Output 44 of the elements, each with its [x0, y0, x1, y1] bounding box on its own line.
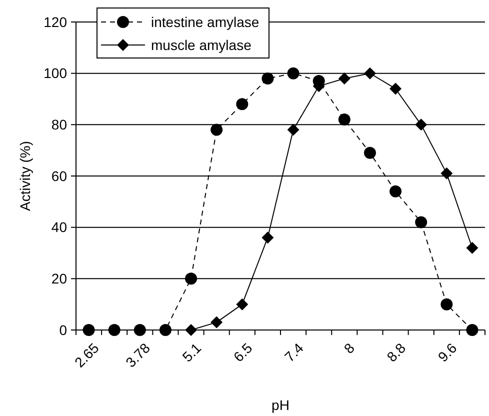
legend-label: muscle amylase [151, 36, 252, 53]
y-tick-label: 60 [51, 168, 68, 184]
x-tick-label: 9.6 [434, 340, 460, 365]
point [415, 216, 428, 228]
legend-label: intestine amylase [151, 14, 260, 30]
point [287, 124, 300, 136]
point [390, 82, 402, 95]
point [134, 324, 146, 336]
point [390, 185, 402, 198]
x-axis-title: pH [272, 397, 290, 413]
point [210, 316, 223, 328]
point [262, 72, 274, 84]
point [466, 242, 478, 254]
point [210, 124, 223, 136]
point [287, 67, 300, 80]
x-tick-label: 8 [340, 340, 358, 357]
point [338, 72, 350, 84]
y-tick-label: 20 [51, 270, 68, 287]
point [440, 298, 453, 310]
x-tick-label: 3.78 [122, 340, 154, 370]
point [364, 67, 376, 80]
x-tick-label: 8.8 [384, 340, 409, 365]
point [440, 167, 453, 180]
point [338, 114, 350, 126]
point [415, 118, 428, 131]
x-tick-label: 5.1 [179, 340, 204, 365]
point [108, 324, 120, 336]
x-tick-label: 6.5 [230, 340, 256, 365]
y-axis-title: Activity (%) [17, 141, 33, 211]
y-tick-label: 120 [44, 14, 68, 30]
point [262, 232, 274, 244]
point [185, 272, 198, 285]
y-tick-label: 0 [59, 322, 68, 338]
point [466, 324, 478, 336]
point [236, 98, 248, 110]
point [159, 324, 172, 336]
y-tick-label: 80 [51, 116, 68, 133]
x-tick-label: 7.4 [281, 340, 306, 365]
y-tick-label: 100 [44, 65, 68, 82]
point [236, 298, 248, 310]
point [185, 324, 198, 336]
point [82, 324, 95, 336]
y-tick-label: 40 [51, 219, 68, 236]
point [364, 146, 376, 159]
